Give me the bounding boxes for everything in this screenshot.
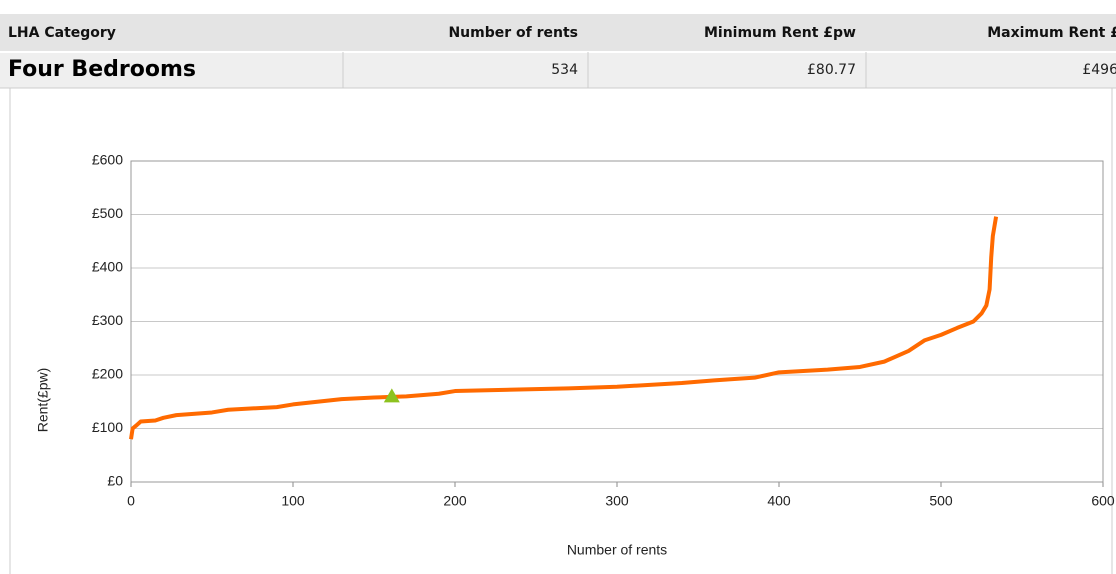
table-cell: £80.77 [807, 62, 856, 78]
x-tick-label: 400 [767, 493, 791, 509]
plot-border [130, 160, 1104, 483]
table-header: LHA Category [8, 25, 116, 41]
table-cell: Four Bedrooms [8, 57, 196, 82]
y-tick-label: £300 [92, 312, 123, 328]
marker [383, 388, 400, 403]
x-tick-label: 600 [1091, 493, 1115, 509]
series-line [129, 216, 999, 440]
x-tick-label: 500 [929, 493, 953, 509]
x-tick-label: 300 [605, 493, 629, 509]
x-tick-label: 100 [281, 493, 305, 509]
y-tick-label: £200 [92, 366, 123, 382]
table-header: Minimum Rent £pw [704, 25, 856, 41]
y-tick-label: £100 [92, 419, 123, 435]
y-tick-label: £0 [107, 473, 123, 489]
y-tick-label: £600 [92, 152, 123, 168]
y-tick-label: £500 [92, 205, 123, 221]
x-tick-label: 200 [443, 493, 467, 509]
table-row-band [0, 52, 1116, 88]
y-axis-label: Rent(£pw) [35, 368, 51, 433]
x-axis-label: Number of rents [567, 542, 667, 558]
table-cell: £496 [1082, 62, 1116, 78]
y-tick-label: £400 [92, 259, 123, 275]
table-header: Maximum Rent £ [987, 25, 1116, 41]
table-header-band [0, 14, 1116, 52]
table-cell: 534 [551, 62, 578, 78]
table-header: Number of rents [448, 25, 578, 41]
x-tick-label: 0 [127, 493, 135, 509]
